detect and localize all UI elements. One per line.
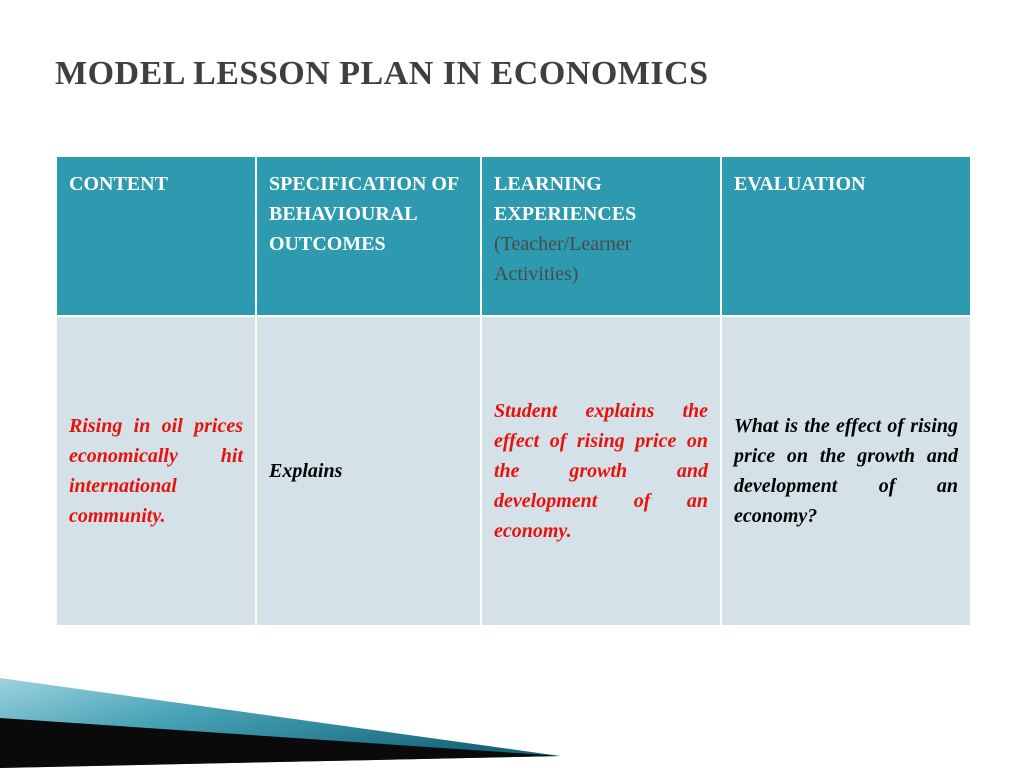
- lesson-plan-table: CONTENT SPECIFICATION OF BEHAVIOURAL OUT…: [55, 155, 972, 627]
- cell-learning: Student explains the effect of rising pr…: [481, 316, 721, 626]
- header-learning-sub: (Teacher/Learner Activities): [494, 233, 631, 285]
- slide-title: MODEL LESSON PLAN IN ECONOMICS: [55, 55, 709, 93]
- header-learning-main: LEARNING EXPERIENCES: [494, 173, 636, 225]
- cell-evaluation: What is the effect of rising price on th…: [721, 316, 971, 626]
- header-specification: SPECIFICATION OF BEHAVIOURAL OUTCOMES: [256, 156, 481, 316]
- header-learning: LEARNING EXPERIENCES (Teacher/Learner Ac…: [481, 156, 721, 316]
- header-evaluation: EVALUATION: [721, 156, 971, 316]
- table-row: Rising in oil prices economically hit in…: [56, 316, 971, 626]
- cell-content: Rising in oil prices economically hit in…: [56, 316, 256, 626]
- table-header-row: CONTENT SPECIFICATION OF BEHAVIOURAL OUT…: [56, 156, 971, 316]
- corner-decoration: [0, 648, 560, 768]
- header-content: CONTENT: [56, 156, 256, 316]
- cell-specification: Explains: [256, 316, 481, 626]
